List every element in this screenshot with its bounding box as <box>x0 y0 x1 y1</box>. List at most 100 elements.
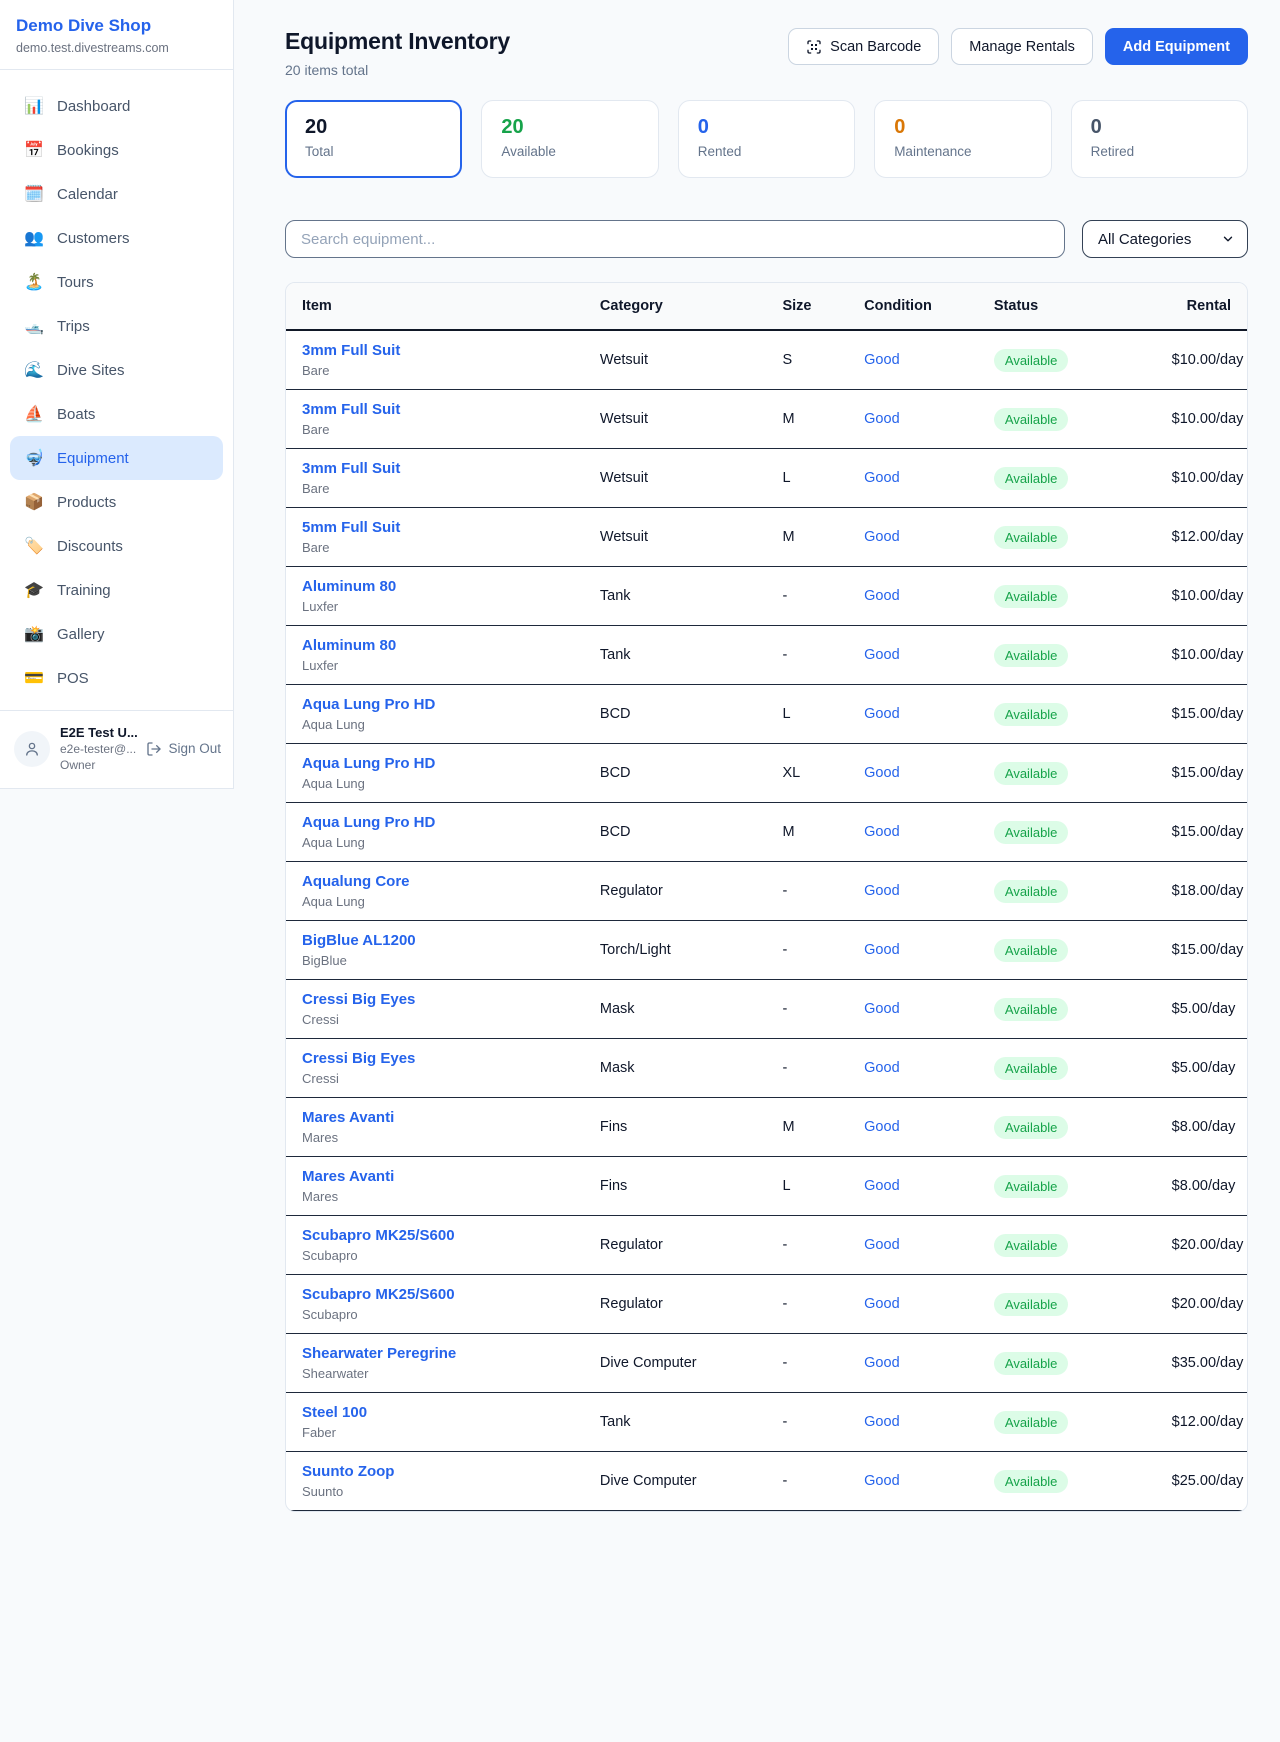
stat-card-maintenance[interactable]: 0 Maintenance <box>874 100 1052 178</box>
user-meta: E2E Test U... e2e-tester@... Owner <box>60 725 138 772</box>
item-category: Fins <box>583 1156 767 1216</box>
table-row: Cressi Big Eyes Cressi Mask - Good Avail… <box>286 979 1247 1039</box>
item-link[interactable]: BigBlue AL1200 <box>302 932 416 949</box>
sidebar-item-boats[interactable]: ⛵ Boats <box>10 392 223 436</box>
table-row: Mares Avanti Mares Fins L Good Available… <box>286 1156 1247 1216</box>
item-link[interactable]: Aluminum 80 <box>302 637 397 654</box>
condition-link[interactable]: Good <box>864 706 900 722</box>
item-link[interactable]: Scubapro MK25/S600 <box>302 1286 455 1303</box>
item-size: - <box>766 861 849 921</box>
status-badge: Available <box>993 938 1069 962</box>
sidebar-item-calendar[interactable]: 🗓️ Calendar <box>10 172 223 216</box>
brand-domain: demo.test.divestreams.com <box>16 41 169 55</box>
user-block: E2E Test U... e2e-tester@... Owner Sign … <box>0 710 233 788</box>
rental-price: $5.00/day <box>1155 1038 1247 1098</box>
column-header-category: Category <box>583 283 767 331</box>
stat-label: Total <box>305 144 334 159</box>
sidebar-item-gallery[interactable]: 📸 Gallery <box>10 612 223 656</box>
item-link[interactable]: Mares Avanti <box>302 1168 395 1185</box>
item-link[interactable]: Aqua Lung Pro HD <box>302 696 436 713</box>
item-link[interactable]: Suunto Zoop <box>302 1463 395 1480</box>
item-link[interactable]: 3mm Full Suit <box>302 460 401 477</box>
category-select[interactable]: All Categories <box>1082 220 1248 258</box>
category-select-value: All Categories <box>1098 230 1192 248</box>
item-link[interactable]: Steel 100 <box>302 1404 368 1421</box>
status-badge: Available <box>993 820 1069 844</box>
item-brand: Faber <box>302 1425 336 1440</box>
page-header: Equipment Inventory 20 items total <box>285 28 1248 78</box>
condition-link[interactable]: Good <box>864 588 900 604</box>
item-category: Wetsuit <box>583 330 767 390</box>
sidebar-item-dive-sites[interactable]: 🌊 Dive Sites <box>10 348 223 392</box>
item-brand: Mares <box>302 1189 339 1204</box>
wave-icon: 🌊 <box>24 362 44 379</box>
sidebar-item-customers[interactable]: 👥 Customers <box>10 216 223 260</box>
status-badge: Available <box>993 1174 1069 1198</box>
item-link[interactable]: 3mm Full Suit <box>302 401 401 418</box>
item-link[interactable]: Aqualung Core <box>302 873 410 890</box>
condition-link[interactable]: Good <box>864 1060 900 1076</box>
sidebar-item-discounts[interactable]: 🏷️ Discounts <box>10 524 223 568</box>
status-badge: Available <box>993 761 1069 785</box>
condition-link[interactable]: Good <box>864 942 900 958</box>
condition-link[interactable]: Good <box>864 765 900 781</box>
stat-card-retired[interactable]: 0 Retired <box>1070 100 1248 178</box>
condition-link[interactable]: Good <box>864 1296 900 1312</box>
scan-barcode-button[interactable]: Scan Barcode <box>788 28 940 65</box>
condition-link[interactable]: Good <box>864 1119 900 1135</box>
stat-card-total[interactable]: 20 Total <box>285 100 463 178</box>
item-link[interactable]: Cressi Big Eyes <box>302 1050 416 1067</box>
condition-link[interactable]: Good <box>864 647 900 663</box>
item-category: Tank <box>583 625 767 685</box>
condition-link[interactable]: Good <box>864 1414 900 1430</box>
item-link[interactable]: Scubapro MK25/S600 <box>302 1227 455 1244</box>
stat-card-available[interactable]: 20 Available <box>481 100 659 178</box>
table-row: Aqua Lung Pro HD Aqua Lung BCD XL Good A… <box>286 743 1247 803</box>
table-header: Item Category Size Condition Status Rent… <box>286 283 1247 331</box>
item-link[interactable]: Mares Avanti <box>302 1109 395 1126</box>
sidebar-item-training[interactable]: 🎓 Training <box>10 568 223 612</box>
sidebar-item-pos[interactable]: 💳 POS <box>10 656 223 700</box>
sidebar-item-products[interactable]: 📦 Products <box>10 480 223 524</box>
item-link[interactable]: Cressi Big Eyes <box>302 991 416 1008</box>
condition-link[interactable]: Good <box>864 824 900 840</box>
condition-link[interactable]: Good <box>864 883 900 899</box>
condition-link[interactable]: Good <box>864 1178 900 1194</box>
sidebar-item-equipment[interactable]: 🤿 Equipment <box>10 436 223 480</box>
sidebar-item-trips[interactable]: 🛥️ Trips <box>10 304 223 348</box>
sidebar-item-tours[interactable]: 🏝️ Tours <box>10 260 223 304</box>
condition-link[interactable]: Good <box>864 352 900 368</box>
sidebar-item-dashboard[interactable]: 📊 Dashboard <box>10 84 223 128</box>
table-row: BigBlue AL1200 BigBlue Torch/Light - Goo… <box>286 920 1247 980</box>
brand-block: Demo Dive Shop demo.test.divestreams.com <box>0 0 233 70</box>
item-category: Mask <box>583 979 767 1039</box>
rental-price: $12.00/day <box>1155 507 1247 567</box>
manage-rentals-button[interactable]: Manage Rentals <box>951 28 1093 65</box>
rental-price: $18.00/day <box>1155 861 1247 921</box>
item-link[interactable]: 3mm Full Suit <box>302 342 401 359</box>
sign-out-button[interactable]: Sign Out <box>146 741 221 757</box>
table-row: Steel 100 Faber Tank - Good Available $1… <box>286 1392 1247 1452</box>
add-equipment-button[interactable]: Add Equipment <box>1104 28 1248 65</box>
table-row: Shearwater Peregrine Shearwater Dive Com… <box>286 1333 1247 1393</box>
item-link[interactable]: Shearwater Peregrine <box>302 1345 457 1362</box>
status-badge: Available <box>993 348 1069 372</box>
item-category: Dive Computer <box>583 1451 767 1511</box>
item-link[interactable]: 5mm Full Suit <box>302 519 401 536</box>
condition-link[interactable]: Good <box>864 1355 900 1371</box>
condition-link[interactable]: Good <box>864 1001 900 1017</box>
item-link[interactable]: Aqua Lung Pro HD <box>302 814 436 831</box>
sidebar-item-bookings[interactable]: 📅 Bookings <box>10 128 223 172</box>
condition-link[interactable]: Good <box>864 529 900 545</box>
search-input[interactable] <box>285 220 1065 258</box>
item-link[interactable]: Aqua Lung Pro HD <box>302 755 436 772</box>
item-link[interactable]: Aluminum 80 <box>302 578 397 595</box>
condition-link[interactable]: Good <box>864 1237 900 1253</box>
table-row: Suunto Zoop Suunto Dive Computer - Good … <box>286 1451 1247 1511</box>
condition-link[interactable]: Good <box>864 411 900 427</box>
condition-link[interactable]: Good <box>864 1473 900 1489</box>
sidebar-item-label: Calendar <box>57 185 118 203</box>
condition-link[interactable]: Good <box>864 470 900 486</box>
stat-card-rented[interactable]: 0 Rented <box>677 100 856 178</box>
item-category: Wetsuit <box>583 507 767 567</box>
